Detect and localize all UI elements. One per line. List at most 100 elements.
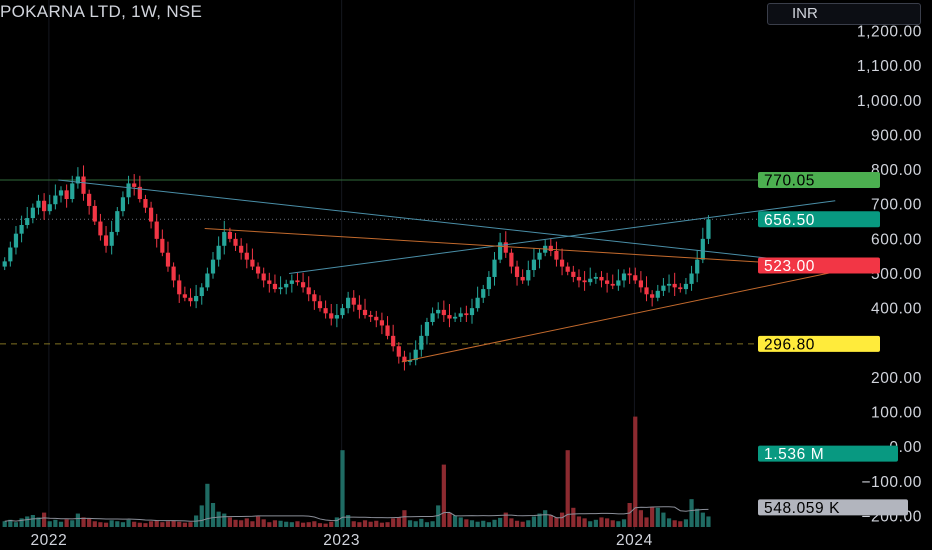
candle [239, 238, 244, 260]
candle [284, 279, 289, 295]
volume-bar [188, 522, 193, 527]
volume-bar [683, 519, 689, 527]
volume-bar [115, 521, 120, 527]
candle [357, 295, 362, 319]
candle [599, 271, 604, 288]
volume-bar [554, 517, 559, 527]
volume-bar [30, 515, 35, 527]
volume-bar [47, 521, 52, 527]
volume-bar [413, 521, 418, 527]
volume-bar [362, 520, 368, 527]
candle [616, 269, 621, 291]
volume-bar [75, 513, 80, 527]
svg-text:523.00: 523.00 [764, 258, 815, 275]
volume-bar [469, 520, 475, 527]
volume-bar [171, 520, 176, 527]
candle [385, 316, 390, 340]
candle [362, 298, 368, 319]
candle [379, 312, 385, 335]
candle [565, 262, 570, 276]
volume-bar [678, 521, 683, 527]
candle [424, 317, 430, 345]
volume-bar [103, 522, 109, 527]
candle [650, 290, 655, 307]
candle [70, 175, 75, 203]
price-tick-label: 1,200.00 [857, 24, 922, 41]
volume-bar [689, 499, 694, 527]
candle [8, 241, 13, 267]
candle [559, 248, 565, 276]
time-axis-label: 2022 [30, 532, 67, 549]
volume-bar [520, 521, 525, 527]
candle [98, 213, 103, 241]
volume-bar [312, 521, 317, 527]
volume-bar [661, 512, 666, 527]
candle [593, 272, 598, 284]
candle [317, 295, 323, 312]
svg-text:548.059 K: 548.059 K [764, 500, 840, 517]
volume-bar [430, 521, 435, 527]
candle [340, 303, 345, 319]
volume-bar [588, 521, 593, 527]
volume-bar [368, 521, 373, 527]
volume-bar [199, 505, 204, 527]
candle [300, 272, 306, 293]
volume-bar [278, 520, 283, 527]
candle [672, 272, 677, 297]
volume-bar [216, 511, 221, 527]
volume-bar [486, 522, 491, 527]
volume-bar [70, 520, 75, 527]
volume-bar [537, 513, 542, 527]
candle [289, 274, 294, 293]
candle [261, 267, 266, 288]
candle [498, 232, 503, 264]
candle [633, 267, 638, 284]
volume-bar [441, 464, 446, 527]
candle [610, 274, 615, 290]
volume-bar [250, 521, 255, 527]
candle [391, 324, 396, 352]
candle [678, 283, 683, 293]
volume-bar [267, 522, 272, 527]
candle [588, 267, 593, 286]
candle [306, 276, 311, 302]
candle [582, 271, 587, 291]
volume-bar [548, 515, 553, 527]
price-tick-label: 700.00 [871, 197, 922, 214]
candle [109, 220, 114, 255]
volume-bar [160, 522, 165, 527]
volume-bar [244, 518, 249, 527]
volume-bar [81, 517, 86, 527]
price-badge-green: 770.05 [758, 171, 880, 189]
candle [605, 272, 610, 293]
volume-bar [272, 520, 278, 527]
time-axis-label: 2024 [616, 532, 653, 549]
candle [666, 274, 672, 293]
candle [464, 305, 469, 323]
volume-bar [447, 512, 452, 527]
volume-bar [424, 522, 430, 527]
candle [30, 203, 35, 224]
volume-bar [374, 520, 379, 527]
volume-bar [323, 523, 328, 527]
currency-selector[interactable]: INR [767, 3, 921, 25]
volume-bar [543, 510, 548, 527]
volume-bar [143, 523, 148, 527]
volume-bar [205, 483, 210, 527]
candle [25, 206, 30, 229]
candle [436, 302, 441, 319]
candle [537, 248, 542, 269]
volume-bar [210, 503, 216, 527]
price-badge-teal: 656.50 [758, 211, 880, 229]
candle [92, 200, 97, 226]
candle [312, 290, 317, 310]
volume-bar [621, 519, 627, 527]
candle [205, 267, 210, 291]
candle [621, 269, 627, 288]
candle [295, 272, 300, 286]
volume-bar [340, 450, 345, 527]
candle [683, 278, 689, 295]
candle [571, 265, 576, 283]
candle [278, 276, 283, 295]
